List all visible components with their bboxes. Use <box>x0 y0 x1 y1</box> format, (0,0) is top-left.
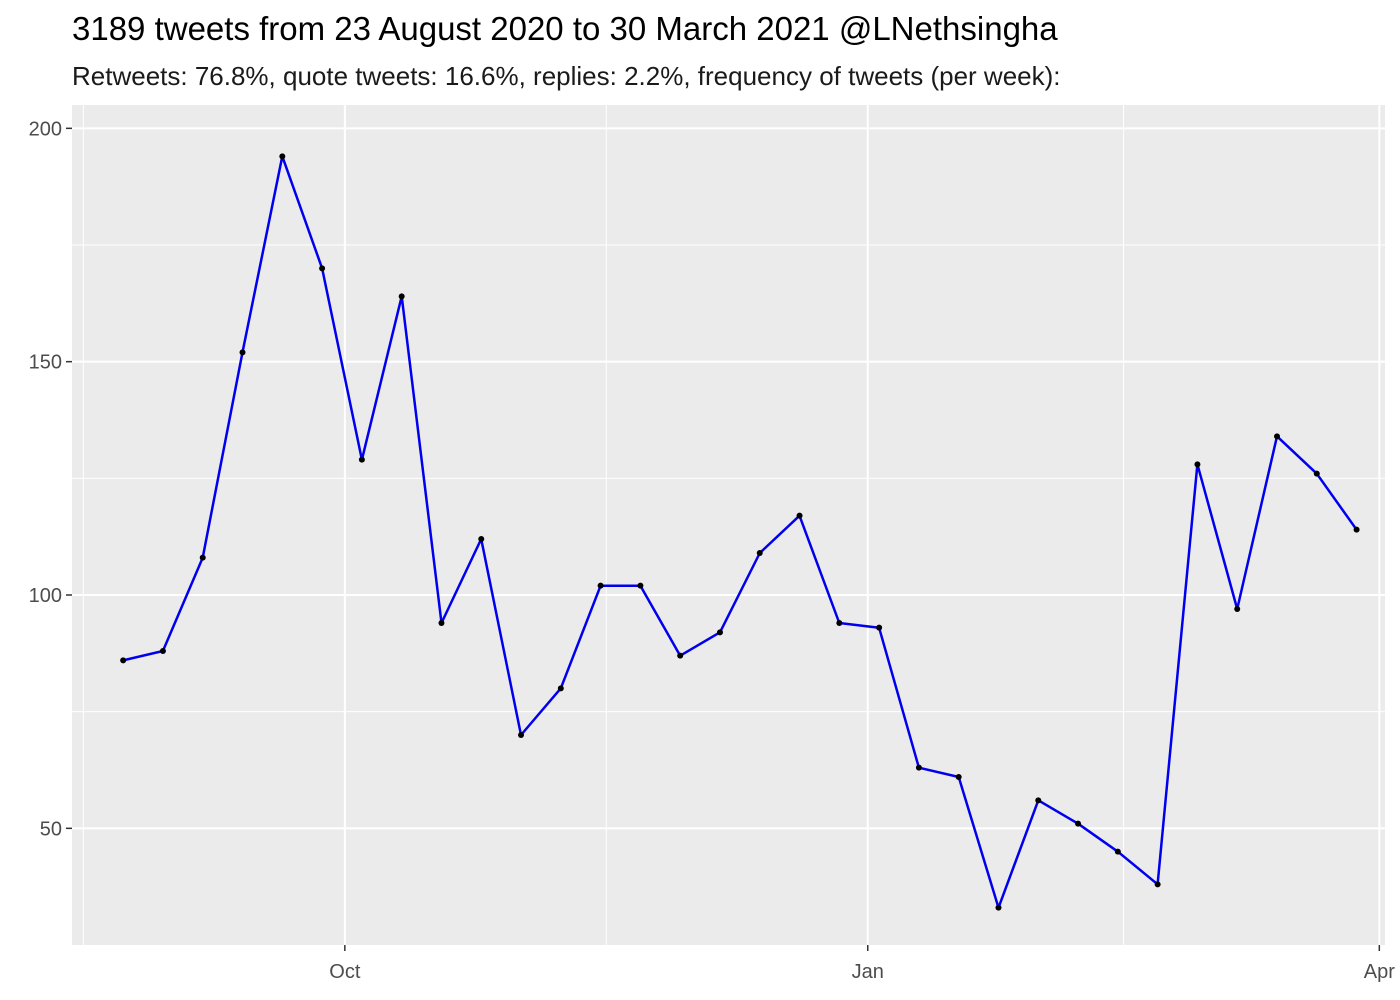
axis-ticks: 50 100 150 200 Oct Jan Apr <box>29 118 1396 983</box>
data-point <box>1274 433 1281 440</box>
data-point <box>557 685 564 692</box>
data-point <box>1194 461 1201 468</box>
x-tick-label: Oct <box>329 961 361 983</box>
data-point <box>1035 797 1042 804</box>
y-tick-label: 200 <box>29 118 62 140</box>
data-point <box>358 456 365 463</box>
data-point <box>1075 820 1082 827</box>
data-point <box>478 536 485 542</box>
data-point <box>756 550 763 556</box>
data-point <box>1234 606 1241 612</box>
data-point <box>876 624 883 631</box>
data-point <box>836 620 843 626</box>
data-point <box>677 652 684 659</box>
data-point <box>1313 470 1320 477</box>
x-tick-label: Apr <box>1364 961 1395 983</box>
data-point <box>199 554 206 561</box>
y-tick-label: 50 <box>40 818 62 840</box>
data-point <box>438 620 445 626</box>
data-point <box>319 265 326 272</box>
y-tick-label: 150 <box>29 352 62 374</box>
data-point <box>1353 526 1360 533</box>
data-point <box>120 657 127 664</box>
data-point <box>995 904 1002 911</box>
chart-title: 3189 tweets from 23 August 2020 to 30 Ma… <box>72 10 1058 47</box>
data-point <box>915 764 922 771</box>
y-tick-label: 100 <box>29 585 62 607</box>
minor-gridlines <box>72 105 1385 945</box>
data-point <box>796 512 803 519</box>
data-point <box>716 629 723 636</box>
major-gridlines <box>72 105 1385 945</box>
chart-subtitle: Retweets: 76.8%, quote tweets: 16.6%, re… <box>72 61 1061 91</box>
data-point <box>239 349 246 356</box>
data-point <box>1114 848 1121 855</box>
data-series <box>120 153 1360 911</box>
data-point <box>637 582 644 589</box>
data-point <box>1154 881 1161 888</box>
data-point <box>398 293 405 300</box>
series-line <box>122 155 1358 909</box>
data-point <box>279 153 286 160</box>
data-point <box>518 732 525 738</box>
data-point <box>597 582 604 589</box>
data-point <box>159 648 166 654</box>
x-tick-label: Jan <box>852 961 884 983</box>
plot-panel <box>72 105 1385 945</box>
data-point <box>955 774 962 780</box>
